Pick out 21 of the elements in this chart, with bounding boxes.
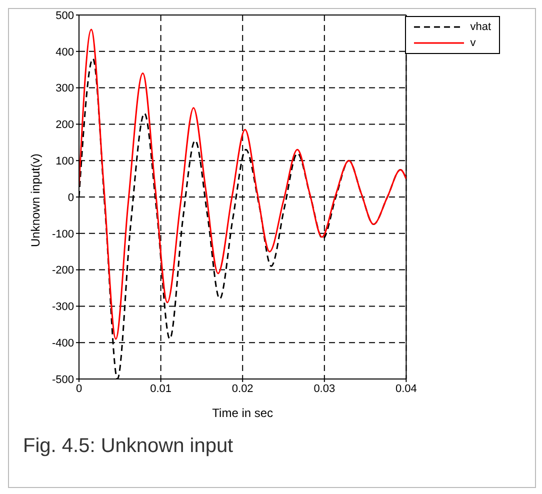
x-tick-label: 0.01 — [150, 382, 172, 395]
y-tick-label: 400 — [56, 46, 74, 58]
y-axis-title: Unknown input(v) — [28, 154, 42, 247]
y-tick-label: -100 — [52, 228, 74, 240]
y-tick-label: 300 — [56, 82, 74, 95]
y-tick-label: 200 — [56, 119, 74, 132]
x-tick-label: 0 — [76, 382, 82, 395]
y-tick-label: -400 — [52, 338, 74, 350]
caption: Fig. 4.5: Unknown input — [23, 435, 234, 458]
x-tick-label: 0.04 — [395, 382, 417, 395]
y-tick-label: 100 — [56, 156, 74, 168]
x-axis-title: Time in sec — [212, 406, 274, 420]
y-tick-label: 500 — [56, 10, 74, 22]
legend-label: vhat — [470, 20, 491, 35]
x-tick-label: 0.03 — [314, 382, 336, 395]
y-tick-label: 0 — [68, 192, 74, 204]
y-tick-label: -500 — [52, 374, 74, 386]
x-tick-label: 0.02 — [232, 382, 254, 395]
y-tick-label: -300 — [52, 301, 74, 314]
y-tick-label: -200 — [52, 264, 74, 277]
legend-label: v — [470, 36, 476, 51]
